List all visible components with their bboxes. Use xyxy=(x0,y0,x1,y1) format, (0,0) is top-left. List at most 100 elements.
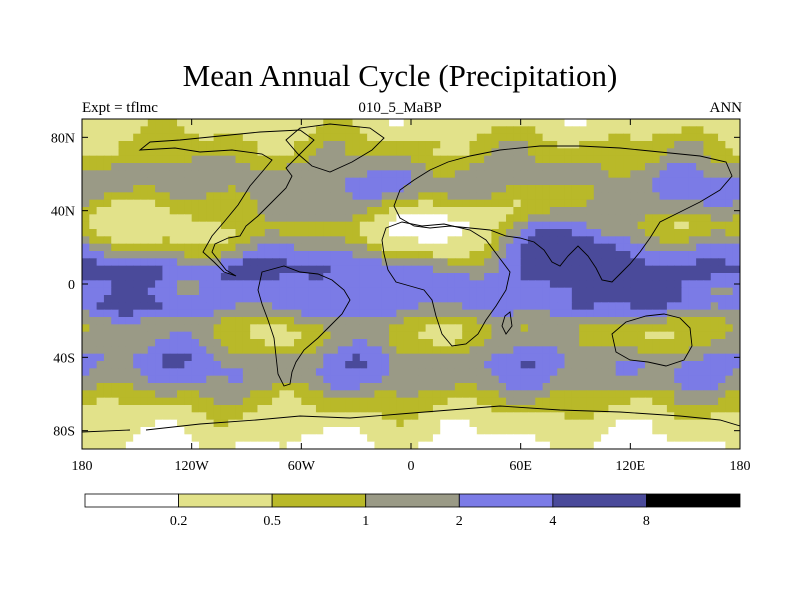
field-cell xyxy=(206,346,215,355)
field-cell xyxy=(279,390,288,399)
field-cell xyxy=(491,419,500,428)
field-cell xyxy=(294,221,302,230)
field-cell xyxy=(425,412,434,421)
field-cell xyxy=(111,148,120,157)
field-cell xyxy=(257,170,266,179)
field-cell xyxy=(359,317,368,325)
field-cell xyxy=(498,339,507,347)
field-cell xyxy=(666,163,675,171)
field-cell xyxy=(257,265,266,274)
field-cell xyxy=(359,155,368,164)
field-cell xyxy=(710,295,719,303)
field-cell xyxy=(294,390,302,399)
field-cell xyxy=(272,419,280,428)
field-cell xyxy=(323,265,332,274)
field-cell xyxy=(396,155,405,164)
field-cell xyxy=(557,170,566,179)
field-cell xyxy=(82,339,90,347)
field-cell xyxy=(367,214,376,223)
field-cell xyxy=(103,265,112,274)
field-cell xyxy=(315,375,324,384)
field-cell xyxy=(703,280,712,289)
field-cell xyxy=(432,229,441,237)
field-cell xyxy=(272,229,280,237)
field-cell xyxy=(279,397,288,406)
field-cell xyxy=(359,141,368,149)
field-cell xyxy=(498,375,507,384)
field-cell xyxy=(125,199,134,208)
field-cell xyxy=(345,280,354,289)
field-cell xyxy=(367,375,376,384)
field-cell xyxy=(272,375,280,384)
field-cell xyxy=(710,339,719,347)
field-cell xyxy=(703,207,712,215)
field-cell xyxy=(615,419,624,428)
field-cell xyxy=(140,199,149,208)
field-cell xyxy=(527,302,536,311)
field-cell xyxy=(476,133,485,142)
field-cell xyxy=(169,368,178,377)
field-cell xyxy=(674,317,683,325)
field-cell xyxy=(447,133,456,142)
field-cell xyxy=(389,427,397,435)
field-cell xyxy=(506,258,514,267)
field-cell xyxy=(601,368,609,377)
field-cell xyxy=(359,353,368,362)
field-cell xyxy=(345,287,354,296)
field-cell xyxy=(301,331,310,340)
field-cell xyxy=(579,309,588,318)
field-cell xyxy=(732,434,740,443)
field-cell xyxy=(579,243,588,252)
field-cell xyxy=(659,280,668,289)
field-cell xyxy=(418,324,427,333)
field-cell xyxy=(725,221,734,230)
field-cell xyxy=(352,331,361,340)
field-cell xyxy=(177,412,185,421)
field-cell xyxy=(425,185,434,193)
field-cell xyxy=(403,199,412,208)
field-cell xyxy=(630,324,639,333)
field-cell xyxy=(133,236,142,245)
field-cell xyxy=(264,295,273,303)
field-cell xyxy=(198,207,207,215)
field-cell xyxy=(286,207,295,215)
field-cell xyxy=(542,243,551,252)
colorbar-label: 8 xyxy=(643,514,650,529)
field-cell xyxy=(147,148,156,157)
field-cell xyxy=(381,141,390,149)
field-cell xyxy=(147,441,156,449)
field-cell xyxy=(535,280,544,289)
x-axis: 180 120W 60W 0 60E 120E 180 xyxy=(72,119,751,474)
field-cell xyxy=(411,258,419,267)
field-cell xyxy=(184,368,193,377)
field-cell xyxy=(498,434,507,443)
field-cell xyxy=(542,207,551,215)
field-cell xyxy=(571,199,580,208)
field-cell xyxy=(615,346,624,355)
field-cell xyxy=(82,368,90,377)
field-cell xyxy=(652,397,661,406)
field-cell xyxy=(228,331,237,340)
field-cell xyxy=(644,148,653,157)
field-cell xyxy=(374,243,383,252)
field-cell xyxy=(220,419,229,428)
field-cell xyxy=(118,353,127,362)
field-cell xyxy=(469,214,478,223)
field-cell xyxy=(89,302,98,311)
field-cell xyxy=(345,339,354,347)
field-cell xyxy=(498,126,507,135)
field-cell xyxy=(491,412,500,421)
field-cell xyxy=(608,207,617,215)
field-cell xyxy=(411,163,419,171)
field-cell xyxy=(301,295,310,303)
field-cell xyxy=(367,434,376,443)
field-cell xyxy=(411,155,419,164)
field-cell xyxy=(301,419,310,428)
field-cell xyxy=(601,361,609,369)
field-cell xyxy=(491,177,500,186)
field-cell xyxy=(374,163,383,171)
field-cell xyxy=(527,265,536,274)
field-cell xyxy=(476,251,485,259)
field-cell xyxy=(549,441,558,449)
field-cell xyxy=(162,265,171,274)
